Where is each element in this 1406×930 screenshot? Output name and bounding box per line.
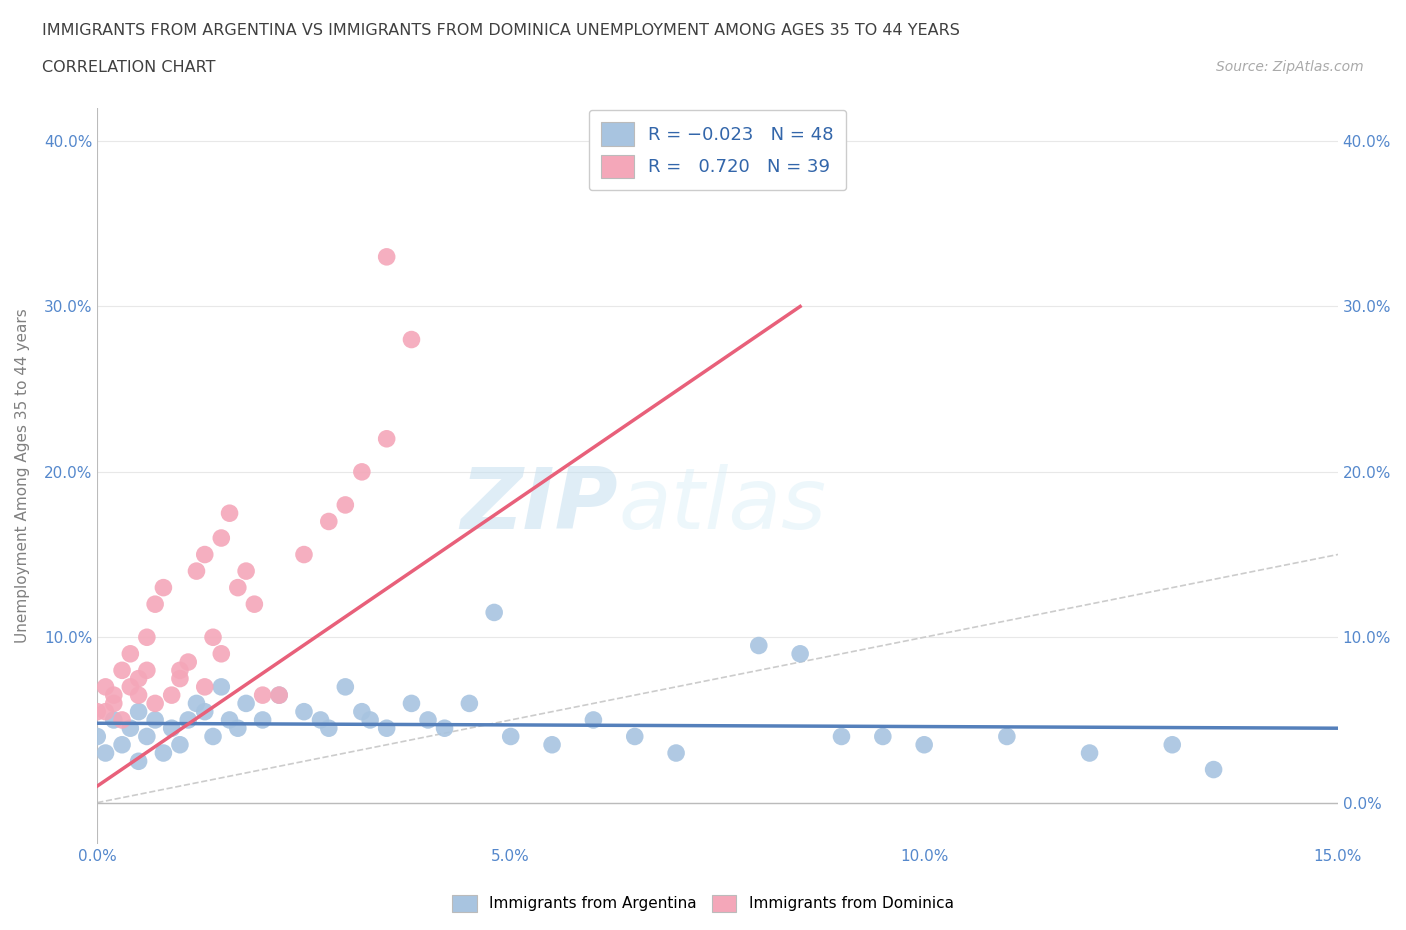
Point (120, 646, 142, 661)
Point (350, 464, 373, 479)
Point (401, 696, 423, 711)
Point (169, 737, 191, 752)
Text: Source: ZipAtlas.com: Source: ZipAtlas.com (1216, 60, 1364, 74)
Point (135, 663, 157, 678)
Point (209, 531, 232, 546)
Point (218, 712, 240, 727)
Point (169, 671, 191, 686)
Point (111, 663, 134, 678)
Point (269, 687, 291, 702)
Point (143, 712, 166, 727)
Point (226, 721, 249, 736)
Point (111, 712, 134, 727)
Point (169, 663, 191, 678)
Point (1161, 737, 1184, 752)
Point (995, 729, 1018, 744)
Point (152, 580, 174, 595)
Point (86, 729, 108, 744)
Point (482, 605, 505, 620)
Point (401, 332, 423, 347)
Point (177, 655, 200, 670)
Point (252, 712, 274, 727)
Point (623, 729, 645, 744)
Point (292, 547, 315, 562)
Point (318, 514, 340, 529)
Point (177, 712, 200, 727)
Point (209, 646, 232, 661)
Point (111, 737, 134, 752)
Point (94, 746, 117, 761)
Point (209, 680, 232, 695)
Point (789, 646, 811, 661)
Point (235, 696, 257, 711)
Point (160, 721, 183, 736)
Point (582, 712, 605, 727)
Point (375, 432, 398, 446)
Point (186, 696, 208, 711)
Point (375, 721, 398, 736)
Point (143, 597, 166, 612)
Point (375, 249, 398, 264)
Point (86, 704, 108, 719)
Point (499, 729, 522, 744)
Point (335, 680, 357, 695)
Point (269, 687, 291, 702)
Point (416, 712, 439, 727)
Point (1202, 762, 1225, 777)
Legend: R = −0.023   N = 48, R =   0.720   N = 39: R = −0.023 N = 48, R = 0.720 N = 39 (589, 110, 846, 191)
Point (252, 687, 274, 702)
Point (665, 746, 688, 761)
Point (120, 721, 142, 736)
Point (309, 712, 332, 727)
Point (335, 498, 357, 512)
Point (541, 737, 564, 752)
Point (218, 506, 240, 521)
Point (128, 704, 150, 719)
Point (194, 704, 217, 719)
Point (194, 547, 217, 562)
Point (143, 696, 166, 711)
Text: CORRELATION CHART: CORRELATION CHART (42, 60, 215, 75)
Point (872, 729, 894, 744)
Point (433, 721, 456, 736)
Point (103, 712, 125, 727)
Point (94, 704, 117, 719)
Point (103, 687, 125, 702)
Text: atlas: atlas (619, 464, 827, 547)
Point (318, 721, 340, 736)
Point (152, 746, 174, 761)
Point (194, 680, 217, 695)
Point (912, 737, 935, 752)
Point (359, 712, 381, 727)
Point (243, 597, 266, 612)
Point (94, 680, 117, 695)
Point (120, 680, 142, 695)
Point (186, 564, 208, 578)
Point (830, 729, 852, 744)
Point (103, 696, 125, 711)
Point (202, 630, 225, 644)
Legend: Immigrants from Argentina, Immigrants from Dominica: Immigrants from Argentina, Immigrants fr… (446, 889, 960, 918)
Point (748, 638, 770, 653)
Point (235, 564, 257, 578)
Point (135, 729, 157, 744)
Point (292, 704, 315, 719)
Text: IMMIGRANTS FROM ARGENTINA VS IMMIGRANTS FROM DOMINICA UNEMPLOYMENT AMONG AGES 35: IMMIGRANTS FROM ARGENTINA VS IMMIGRANTS … (42, 23, 960, 38)
Text: ZIP: ZIP (461, 464, 619, 547)
Point (135, 630, 157, 644)
Point (128, 687, 150, 702)
Point (160, 687, 183, 702)
Point (1078, 746, 1101, 761)
Y-axis label: Unemployment Among Ages 35 to 44 years: Unemployment Among Ages 35 to 44 years (15, 309, 30, 644)
Point (350, 704, 373, 719)
Point (226, 580, 249, 595)
Point (128, 671, 150, 686)
Point (458, 696, 481, 711)
Point (128, 754, 150, 769)
Point (202, 729, 225, 744)
